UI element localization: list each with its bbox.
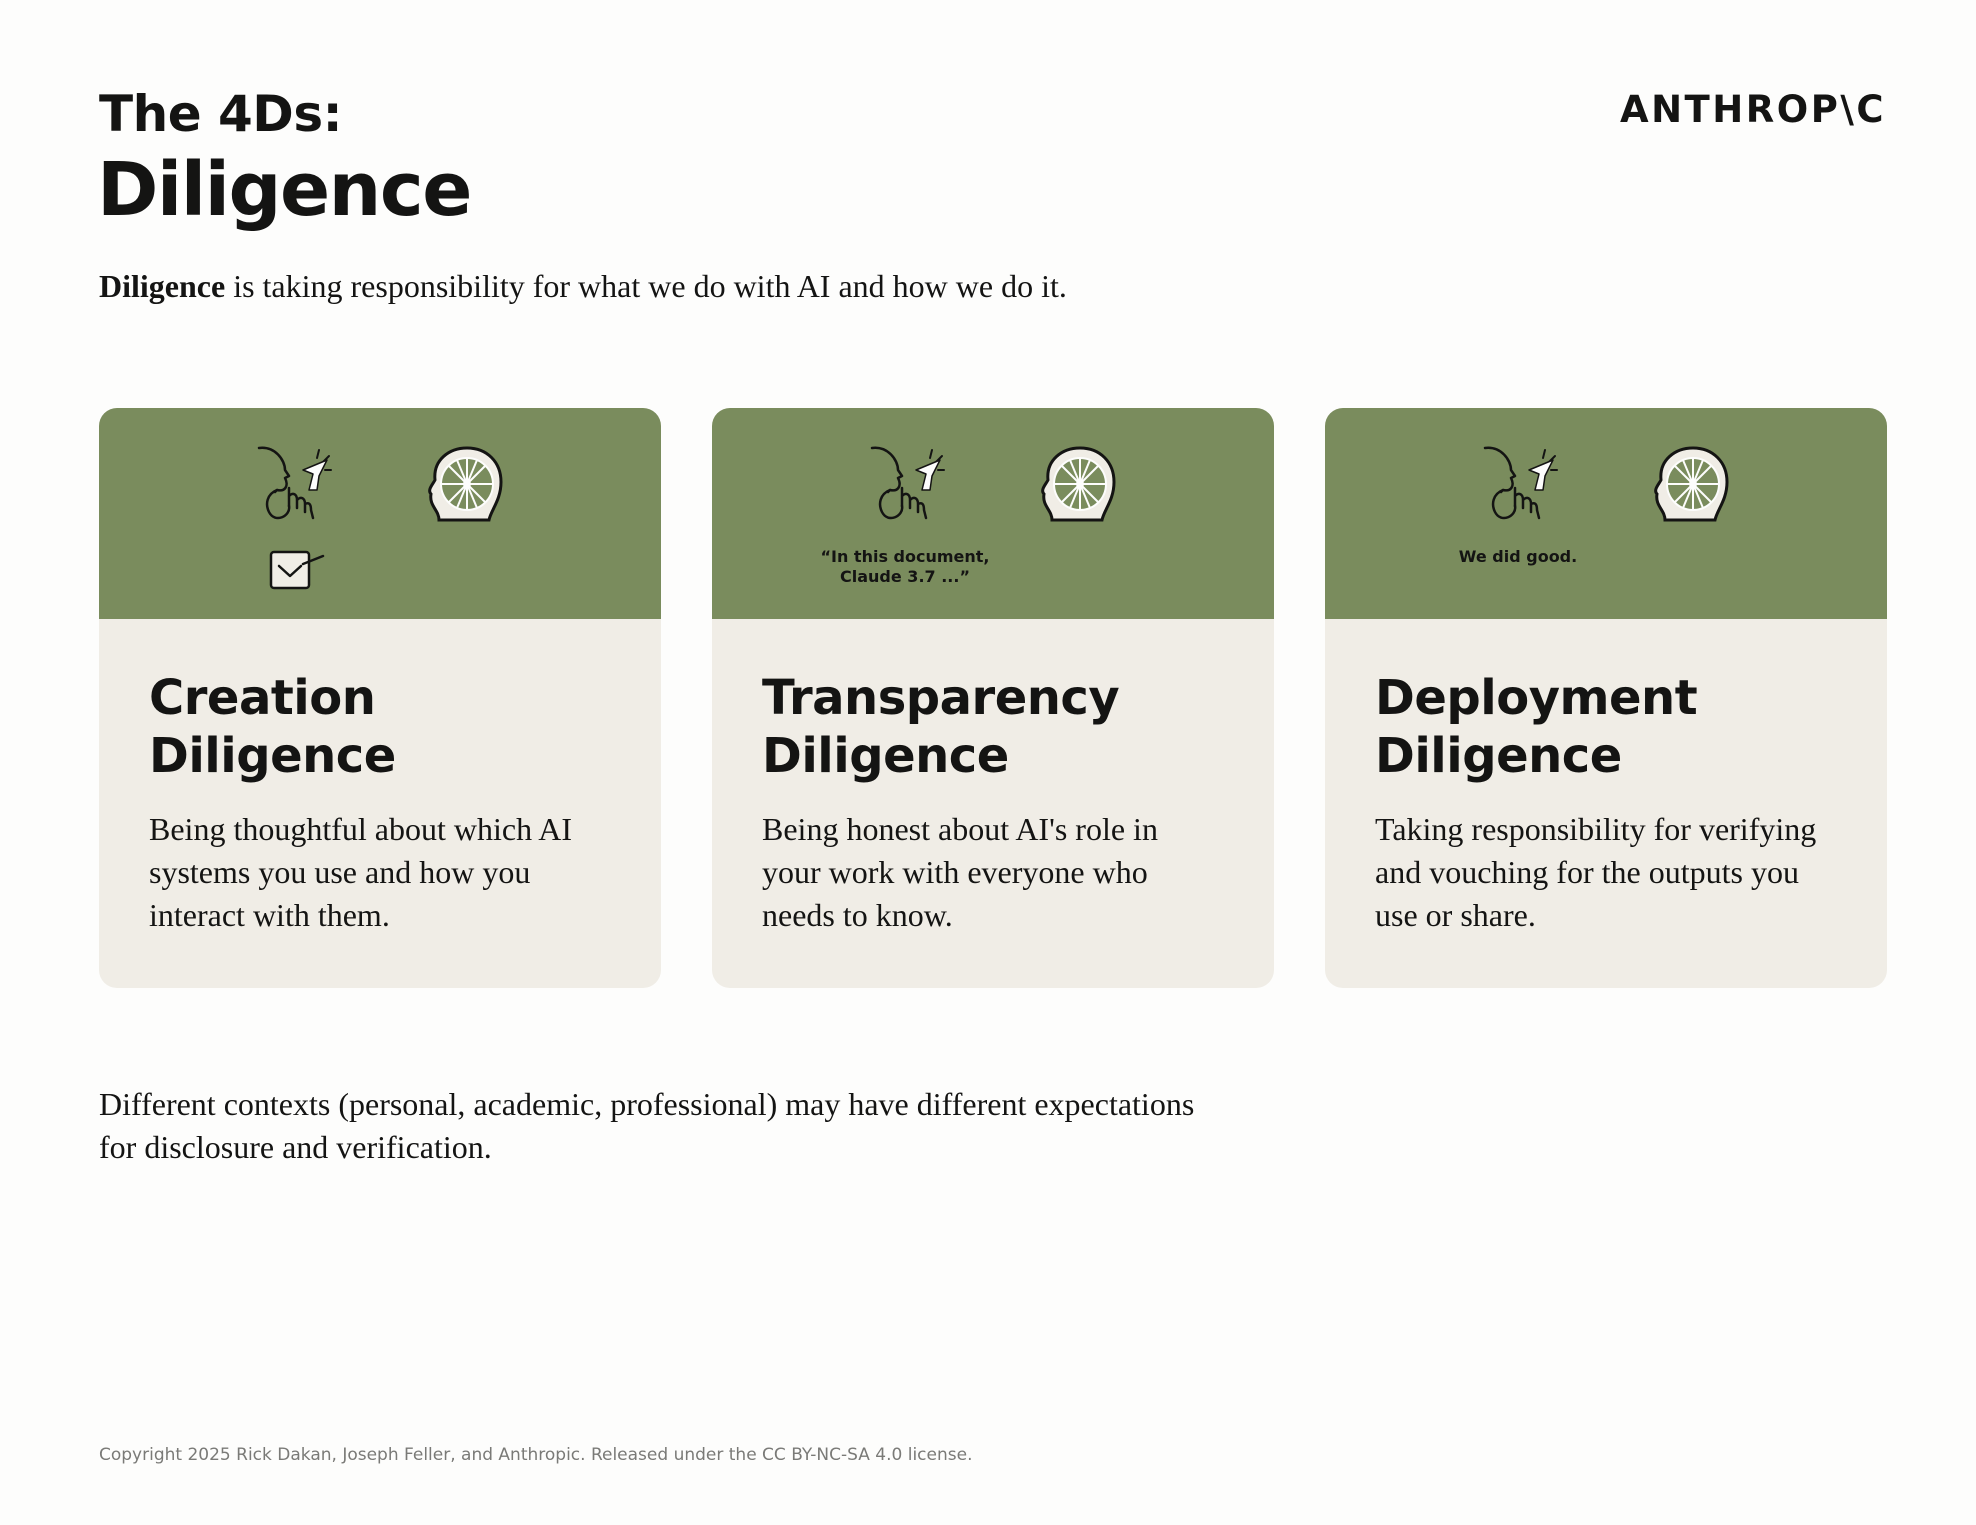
kicker: The 4Ds: [99, 85, 343, 143]
card-illustration: “In this document, Claude 3.7 ...” [712, 408, 1274, 619]
card-description: Being honest about AI's role in your wor… [762, 811, 1158, 933]
ai-head-icon [1654, 446, 1729, 522]
card-title-line2: Diligence [1375, 728, 1622, 784]
intro-definition: is taking responsibility for what we do … [225, 268, 1067, 304]
card-body: Deployment Diligence Taking responsibili… [1325, 619, 1887, 937]
card-title-line1: Deployment [1375, 670, 1698, 726]
card-title: Creation Diligence [149, 669, 611, 785]
human-speaker-icon [870, 446, 945, 520]
copyright-footer: Copyright 2025 Rick Dakan, Joseph Feller… [99, 1445, 973, 1465]
cursor-arrow-icon [915, 459, 941, 491]
card-illustration: We did good. [1325, 408, 1887, 619]
cursor-arrow-icon [1528, 459, 1554, 491]
card-transparency-diligence: “In this document, Claude 3.7 ...” Trans… [712, 408, 1274, 988]
page-title: Diligence [97, 147, 472, 233]
card-creation-diligence: Creation Diligence Being thoughtful abou… [99, 408, 661, 988]
card-title-line1: Transparency [762, 670, 1120, 726]
illustration-svg [257, 446, 503, 590]
card-title-line2: Diligence [149, 728, 396, 784]
card-body: Transparency Diligence Being honest abou… [712, 619, 1274, 937]
speech-caption: “In this document, Claude 3.7 ...” [820, 547, 990, 586]
card-title: Transparency Diligence [762, 669, 1224, 785]
intro-term: Diligence [99, 268, 226, 304]
card-title: Deployment Diligence [1375, 669, 1837, 785]
illustration-svg [1483, 446, 1729, 522]
ai-head-icon [428, 446, 503, 522]
anthropic-logo: ANTHROP\C [1619, 88, 1886, 131]
intro-text: Diligence is taking responsibility for w… [99, 262, 1067, 310]
speech-caption: We did good. [1458, 547, 1578, 566]
illustration-svg [870, 446, 1116, 522]
card-body: Creation Diligence Being thoughtful abou… [99, 619, 661, 937]
envelope-icon [269, 550, 325, 590]
context-note: Different contexts (personal, academic, … [99, 1086, 1195, 1165]
human-speaker-icon [1483, 446, 1558, 520]
card-description: Taking responsibility for verifying and … [1375, 811, 1817, 933]
card-deployment-diligence: We did good. Deployment Diligence Taking… [1325, 408, 1887, 988]
card-title-line1: Creation [149, 670, 376, 726]
ai-head-icon [1041, 446, 1116, 522]
cursor-arrow-icon [302, 459, 328, 491]
card-description: Being thoughtful about which AI systems … [149, 811, 573, 933]
card-title-line2: Diligence [762, 728, 1009, 784]
human-speaker-icon [257, 446, 332, 520]
card-illustration [99, 408, 661, 619]
diligence-cards: Creation Diligence Being thoughtful abou… [99, 408, 1887, 988]
